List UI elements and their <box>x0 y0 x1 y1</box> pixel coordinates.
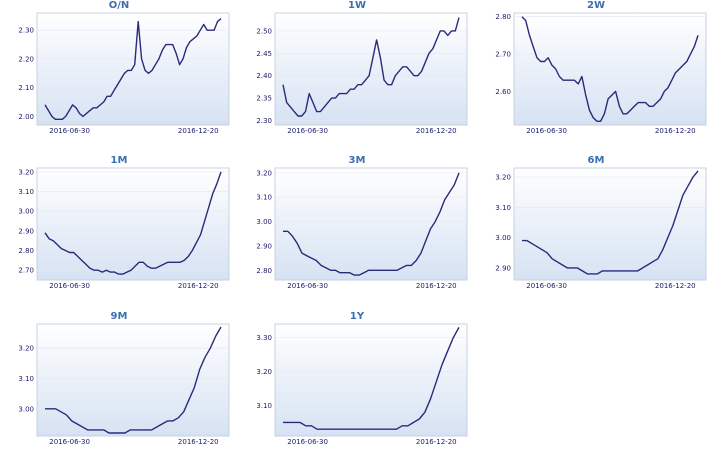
y-tick-label: 2.70 <box>495 51 511 59</box>
chart-svg-2w: 2.60 2.70 2.80 2016-06-30 2016-12-20 <box>495 12 707 135</box>
x-tick-label: 2016-12-20 <box>178 282 219 290</box>
chart-title: 1Y <box>349 311 365 322</box>
y-tick-label: 2.30 <box>18 27 34 35</box>
chart-svg-1w: 2.30 2.35 2.40 2.45 2.50 2016-06-30 2016-12-20 <box>256 12 468 135</box>
y-tick-label: 3.00 <box>256 218 272 226</box>
plot-area <box>36 323 230 437</box>
y-tick-label: 2.35 <box>256 95 272 103</box>
chart-panel-1w: 2.30 2.35 2.40 2.45 2.50 2016-06-30 2016-12-20… <box>241 0 473 143</box>
x-tick-label: 2016-12-20 <box>655 282 696 290</box>
chart-svg-6m: 2.90 3.00 3.10 3.20 2016-06-30 2016-12-20 <box>495 167 707 290</box>
y-tick-label: 2.70 <box>18 267 34 275</box>
y-tick-label: 3.10 <box>18 188 34 196</box>
x-tick-label: 2016-12-20 <box>655 127 696 135</box>
y-tick-label: 2.20 <box>18 55 34 63</box>
x-tick-label: 2016-06-30 <box>526 127 567 135</box>
y-tick-label: 2.80 <box>18 247 34 255</box>
series-line-o-n <box>44 18 222 121</box>
y-tick-label: 2.10 <box>18 84 34 92</box>
series-line-9m <box>45 326 222 434</box>
y-tick-label: 3.20 <box>495 174 511 182</box>
x-tick-label: 2016-12-20 <box>416 127 457 135</box>
y-tick-label: 2.30 <box>256 117 272 125</box>
y-tick-label: 3.00 <box>495 234 511 242</box>
chart-panel-1y: 3.10 3.20 3.30 2016-06-30 2016-12-20 1Y <box>241 311 473 454</box>
chart-title: O/N <box>108 0 130 11</box>
chart-title: 1W <box>348 0 366 11</box>
y-tick-label: 3.20 <box>18 168 34 176</box>
x-tick-label: 2016-12-20 <box>178 438 219 446</box>
y-tick-label: 2.80 <box>495 13 511 21</box>
series-line-2w <box>521 16 699 123</box>
series-line-1m <box>44 171 222 275</box>
plot-area <box>274 167 468 281</box>
y-tick-label: 2.45 <box>256 50 272 58</box>
x-tick-label: 2016-12-20 <box>416 438 457 446</box>
plot-area <box>36 167 230 281</box>
chart-panel-o-n: 2.00 2.10 2.20 2.30 2016-06-30 2016-12-20 O/N <box>3 0 235 143</box>
y-tick-label: 3.00 <box>18 208 34 216</box>
y-tick-label: 3.10 <box>256 194 272 202</box>
x-tick-label: 2016-06-30 <box>287 127 328 135</box>
chart-panel-1m: 2.70 2.80 2.90 3.00 3.10 3.20 2016-06-30 2016-1… <box>3 155 235 298</box>
y-tick-label: 3.20 <box>256 169 272 177</box>
chart-title: 9M <box>110 311 128 322</box>
y-tick-label: 3.20 <box>18 345 34 353</box>
y-tick-label: 3.30 <box>256 334 272 342</box>
series-line-3m <box>283 172 460 276</box>
y-tick-label: 3.10 <box>256 402 272 410</box>
series-line-6m <box>522 170 699 275</box>
y-tick-label: 2.90 <box>18 227 34 235</box>
y-tick-label: 2.80 <box>256 267 272 275</box>
chart-panel-6m: 2.90 3.00 3.10 3.20 2016-06-30 2016-12-20 6M <box>480 155 712 298</box>
plot-area <box>513 12 707 126</box>
plot-area <box>36 12 230 126</box>
plot-area <box>274 323 468 437</box>
y-tick-label: 2.90 <box>495 264 511 272</box>
y-tick-label: 3.20 <box>256 368 272 376</box>
x-tick-label: 2016-06-30 <box>49 282 90 290</box>
chart-panel-3m: 2.80 2.90 3.00 3.10 3.20 2016-06-30 2016-12-20… <box>241 155 473 298</box>
chart-svg-o-n: 2.00 2.10 2.20 2.30 2016-06-30 2016-12-20 <box>18 12 230 135</box>
chart-title: 1M <box>110 155 128 166</box>
chart-svg-1m: 2.70 2.80 2.90 3.00 3.10 3.20 2016-06-30 2016-1… <box>18 167 230 290</box>
x-tick-label: 2016-12-20 <box>178 127 219 135</box>
chart-title: 3M <box>348 155 366 166</box>
series-line-1y <box>283 327 460 430</box>
x-tick-label: 2016-12-20 <box>416 282 457 290</box>
series-line-1w <box>282 17 460 117</box>
plot-area <box>513 167 707 281</box>
chart-title: 2W <box>587 0 605 11</box>
y-tick-label: 2.00 <box>18 113 34 121</box>
x-tick-label: 2016-06-30 <box>287 438 328 446</box>
x-tick-label: 2016-06-30 <box>49 438 90 446</box>
y-tick-label: 2.90 <box>256 242 272 250</box>
chart-panel-2w: 2.60 2.70 2.80 2016-06-30 2016-12-20 2W <box>480 0 712 143</box>
y-tick-label: 3.10 <box>495 204 511 212</box>
chart-panel-9m: 3.00 3.10 3.20 2016-06-30 2016-12-20 9M <box>3 311 235 454</box>
x-tick-label: 2016-06-30 <box>287 282 328 290</box>
y-tick-label: 2.60 <box>495 88 511 96</box>
chart-svg-1y: 3.10 3.20 3.30 2016-06-30 2016-12-20 <box>256 323 468 446</box>
chart-title: 6M <box>587 155 605 166</box>
chart-svg-9m: 3.00 3.10 3.20 2016-06-30 2016-12-20 <box>18 323 230 446</box>
x-tick-label: 2016-06-30 <box>526 282 567 290</box>
y-tick-label: 3.00 <box>18 405 34 413</box>
y-tick-label: 2.50 <box>256 27 272 35</box>
y-tick-label: 2.40 <box>256 72 272 80</box>
chart-svg-3m: 2.80 2.90 3.00 3.10 3.20 2016-06-30 2016-12-20 <box>256 167 468 290</box>
x-tick-label: 2016-06-30 <box>49 127 90 135</box>
y-tick-label: 3.10 <box>18 375 34 383</box>
